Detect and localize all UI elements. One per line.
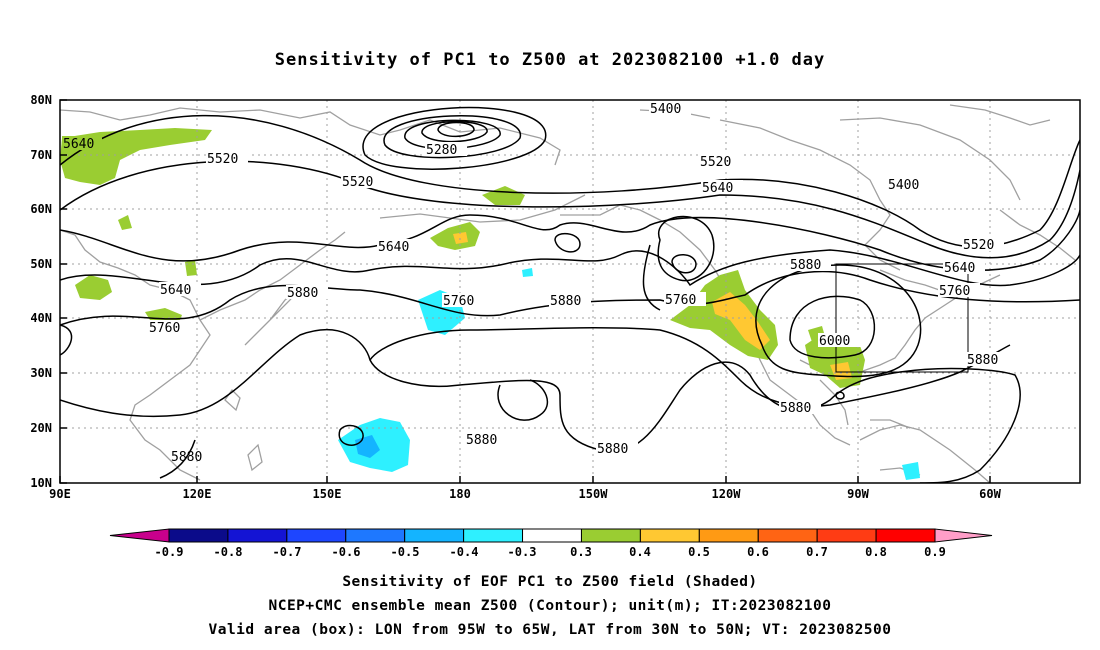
lon-label: 120E bbox=[183, 487, 212, 501]
lon-label: 120W bbox=[712, 487, 742, 501]
contour-label: 5640 bbox=[944, 261, 975, 276]
contour-label: 5880 bbox=[780, 401, 811, 416]
lon-label: 90E bbox=[49, 487, 71, 501]
contour-label: 5640 bbox=[702, 181, 733, 196]
colorbar-swatch bbox=[698, 528, 759, 543]
contour-label: 5520 bbox=[963, 238, 994, 253]
colorbar-swatch bbox=[522, 528, 582, 543]
colorbar-swatch bbox=[757, 528, 818, 543]
colorbar-swatch bbox=[639, 528, 700, 543]
lat-label: 80N bbox=[30, 93, 52, 107]
contour-label: 5880 bbox=[466, 433, 497, 448]
colorbar-swatch bbox=[580, 528, 641, 543]
lat-label: 60N bbox=[30, 202, 52, 216]
contour-label: 5880 bbox=[171, 450, 202, 465]
contour-label: 5760 bbox=[665, 293, 696, 308]
colorbar bbox=[109, 528, 993, 543]
colorbar-left-arrow bbox=[109, 528, 170, 543]
colorbar-swatch bbox=[875, 528, 936, 543]
valid-area-box bbox=[835, 263, 969, 373]
colorbar-label: -0.9 bbox=[155, 545, 184, 559]
contour-label: 5880 bbox=[550, 294, 581, 309]
contour-label: 5520 bbox=[700, 155, 731, 170]
contour-label: 6000 bbox=[819, 334, 850, 349]
lat-label: 40N bbox=[30, 311, 52, 325]
contour-label: 5640 bbox=[63, 137, 94, 152]
colorbar-swatch bbox=[227, 528, 288, 543]
contour-label: 5880 bbox=[287, 286, 318, 301]
lat-label: 70N bbox=[30, 148, 52, 162]
colorbar-label: 0.3 bbox=[570, 545, 592, 559]
colorbar-label: 0.9 bbox=[924, 545, 946, 559]
map-title: Sensitivity of PC1 to Z500 at 2023082100… bbox=[274, 50, 826, 70]
caption-line-1: Sensitivity of EOF PC1 to Z500 field (Sh… bbox=[342, 574, 758, 590]
contour-label: 5520 bbox=[342, 175, 373, 190]
colorbar-swatch bbox=[286, 528, 347, 543]
lat-label: 30N bbox=[30, 366, 52, 380]
lat-label: 20N bbox=[30, 421, 52, 435]
colorbar-label: -0.5 bbox=[391, 545, 420, 559]
colorbar-swatch bbox=[345, 528, 406, 543]
longitude-labels: 90E 120E 150E 180 150W 120W 90W 60W bbox=[49, 487, 1001, 501]
contour-label: 5880 bbox=[790, 258, 821, 273]
colorbar-label: -0.8 bbox=[214, 545, 243, 559]
map-frame bbox=[59, 99, 1081, 484]
colorbar-swatch bbox=[404, 528, 465, 543]
colorbar-label: -0.6 bbox=[332, 545, 361, 559]
contour-label: 5760 bbox=[149, 321, 180, 336]
lon-label: 150W bbox=[579, 487, 609, 501]
caption-line-3: Valid area (box): LON from 95W to 65W, L… bbox=[208, 622, 892, 638]
contour-label: 5760 bbox=[939, 284, 970, 299]
lon-label: 150E bbox=[313, 487, 342, 501]
lat-label: 10N bbox=[30, 476, 52, 490]
colorbar-label: 0.7 bbox=[806, 545, 828, 559]
contour-label: 5760 bbox=[443, 294, 474, 309]
contour-label: 5640 bbox=[160, 283, 191, 298]
latitude-labels: 80N 70N 60N 50N 40N 30N 20N 10N bbox=[30, 93, 52, 490]
caption-line-2: NCEP+CMC ensemble mean Z500 (Contour); u… bbox=[268, 598, 832, 614]
contour-label: 5520 bbox=[207, 152, 238, 167]
colorbar-label: 0.6 bbox=[747, 545, 769, 559]
contour-label: 5400 bbox=[650, 102, 681, 117]
colorbar-label: 0.4 bbox=[629, 545, 651, 559]
lat-label: 50N bbox=[30, 257, 52, 271]
lon-label: 60W bbox=[979, 487, 1001, 501]
contour-label: 5640 bbox=[378, 240, 409, 255]
sensitivity-shading bbox=[60, 128, 920, 480]
colorbar-swatch bbox=[168, 528, 229, 543]
colorbar-right-arrow bbox=[934, 528, 993, 543]
colorbar-label: -0.4 bbox=[450, 545, 479, 559]
contour-labels: 5640 5520 5520 5280 5400 5520 5640 5400 … bbox=[62, 101, 1008, 465]
colorbar-label: 0.5 bbox=[688, 545, 710, 559]
contour-label: 5880 bbox=[967, 353, 998, 368]
axis-ticks bbox=[59, 99, 991, 484]
colorbar-label: 0.8 bbox=[865, 545, 887, 559]
colorbar-label: -0.3 bbox=[508, 545, 537, 559]
colorbar-swatch bbox=[463, 528, 524, 543]
colorbar-labels: -0.9 -0.8 -0.7 -0.6 -0.5 -0.4 -0.3 0.3 0… bbox=[155, 545, 946, 559]
colorbar-label: -0.7 bbox=[273, 545, 302, 559]
contour-label: 5880 bbox=[597, 442, 628, 457]
contour-label: 5280 bbox=[426, 143, 457, 158]
colorbar-swatch bbox=[816, 528, 877, 543]
lon-label: 90W bbox=[847, 487, 869, 501]
lon-label: 180 bbox=[449, 487, 471, 501]
contour-label: 5400 bbox=[888, 178, 919, 193]
